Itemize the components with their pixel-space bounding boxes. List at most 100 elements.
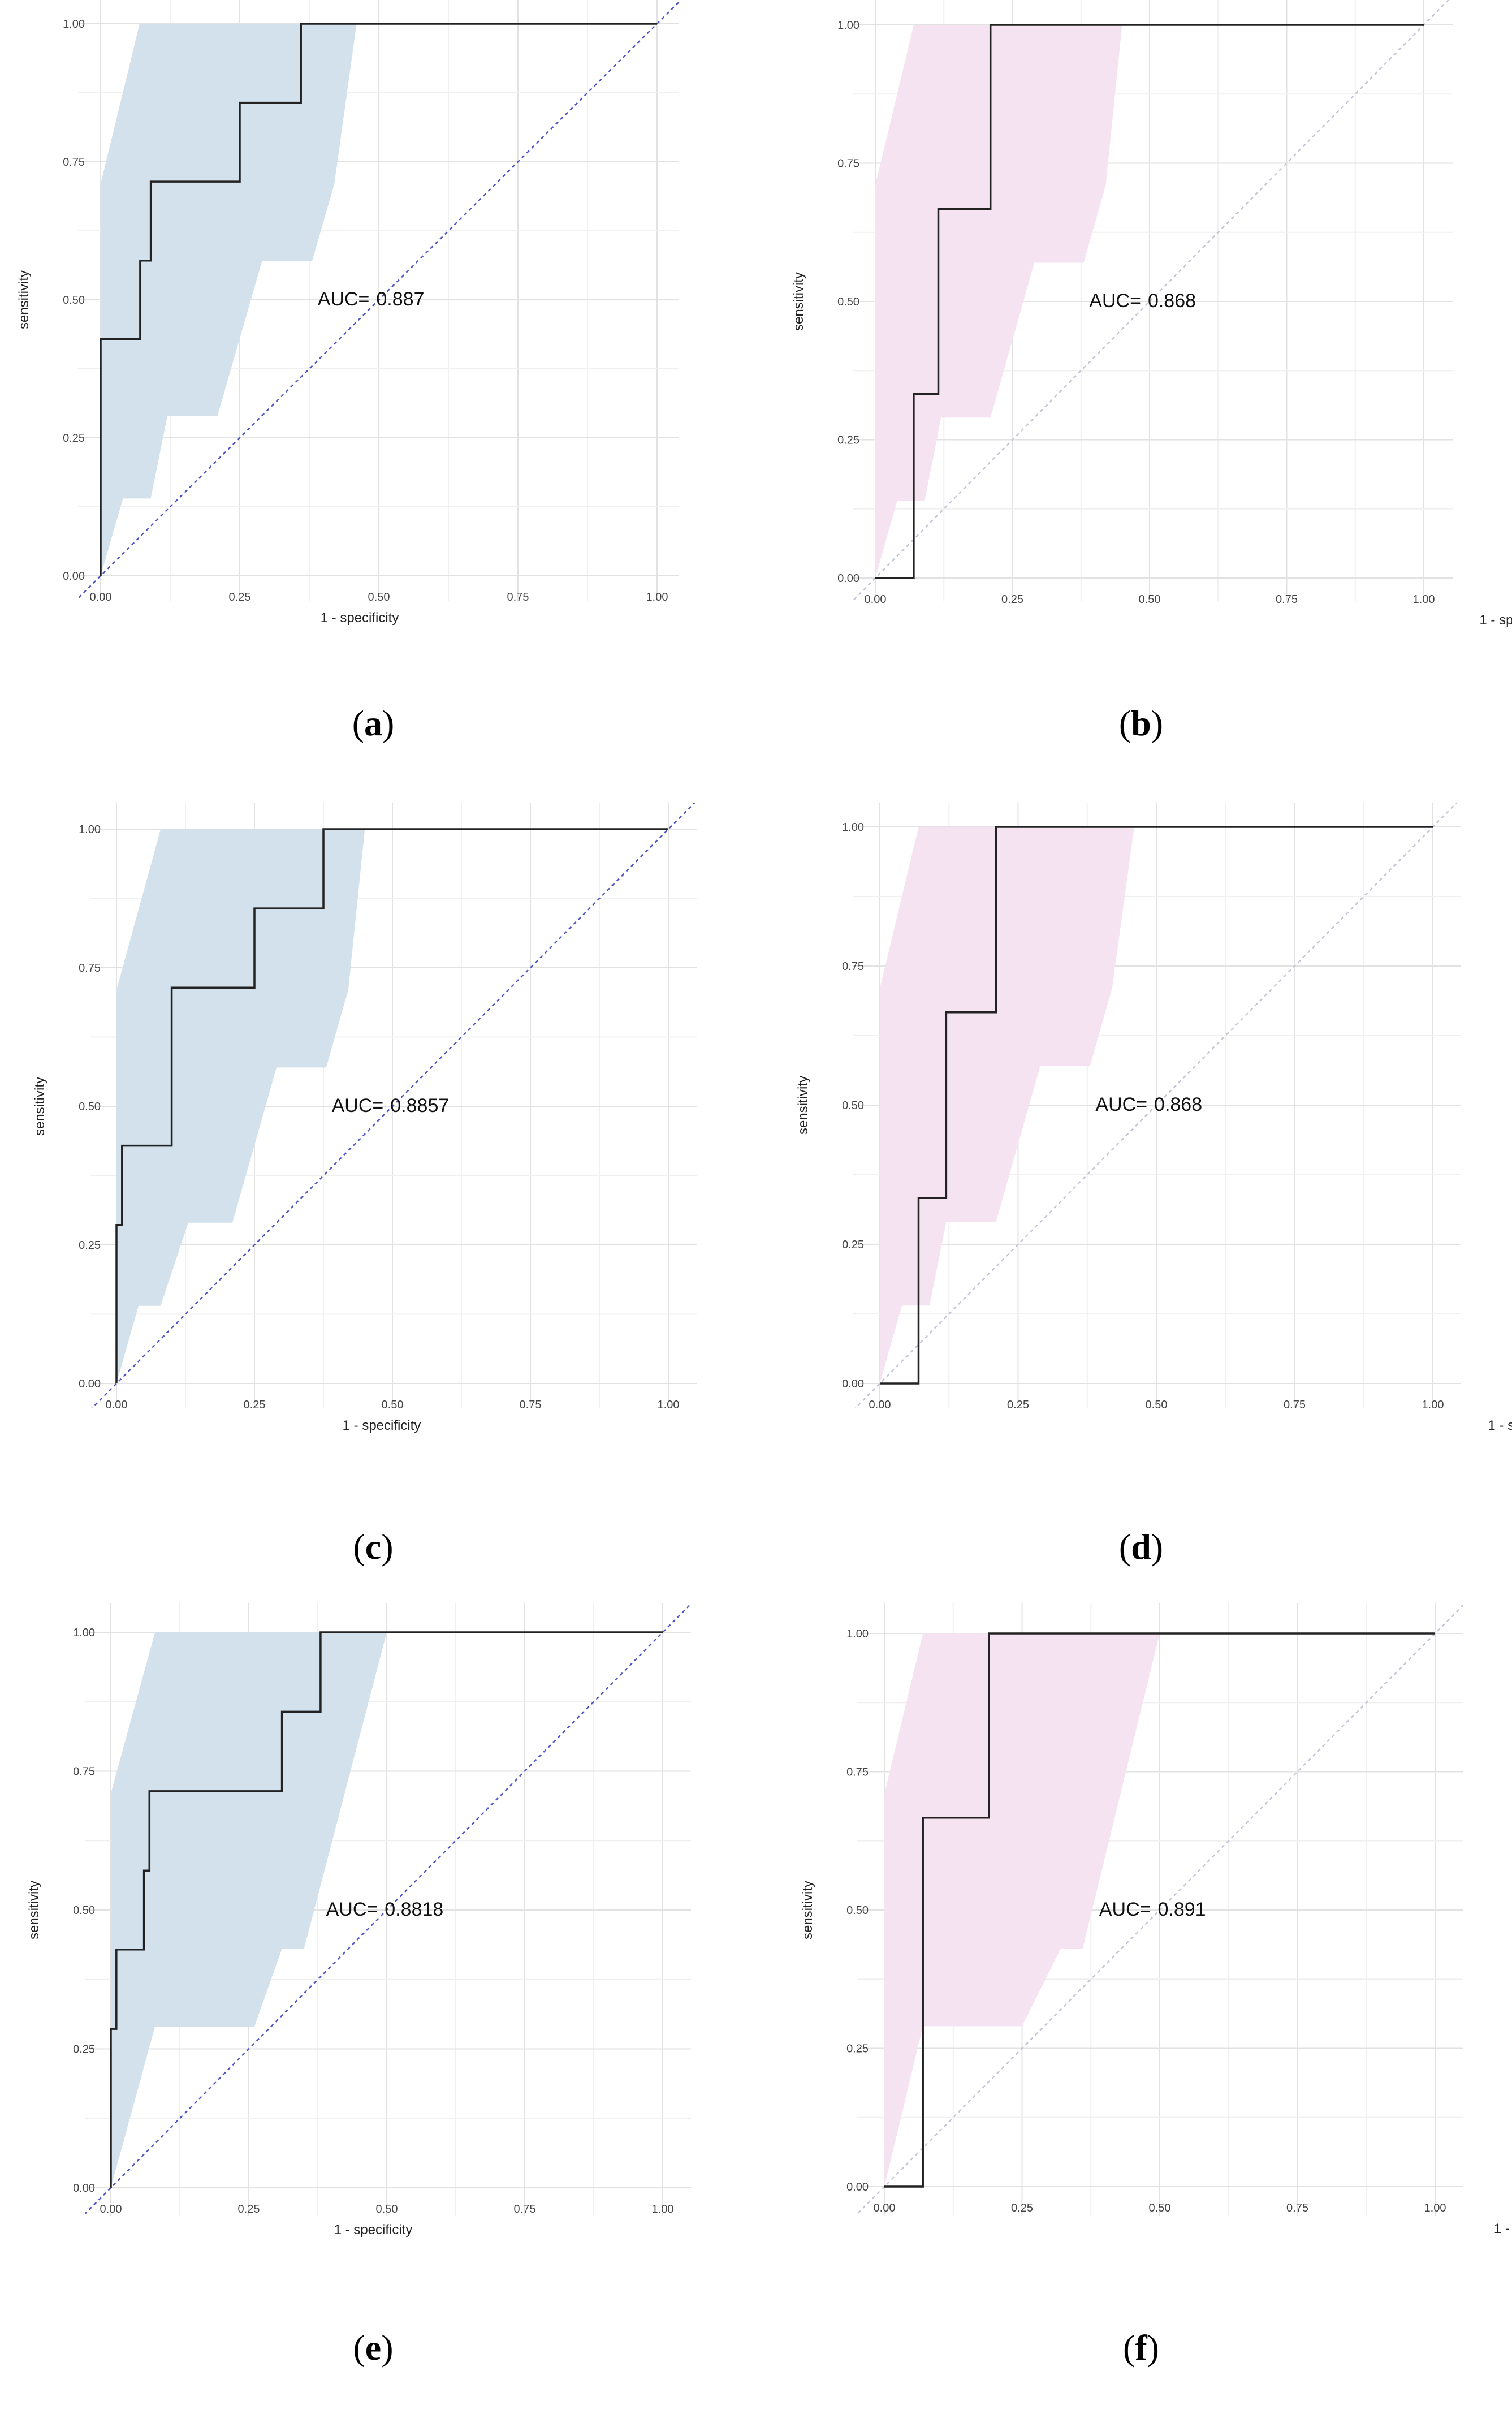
roc-curve [875, 24, 1424, 579]
auc-value: 0.8857 [390, 1095, 449, 1117]
x-axis-title: 1 - specificity [1488, 1418, 1512, 1433]
y-axis-title: sensitivity [32, 1077, 47, 1136]
auc-label: AUC= [326, 1899, 378, 1920]
roc-curve [880, 826, 1433, 1385]
x-tick-label: 0.25 [244, 1399, 266, 1411]
y-tick-label: 0.50 [79, 1101, 101, 1113]
roc-curve [110, 1631, 663, 2188]
caption-paren: ) [382, 703, 394, 743]
panel-caption-f: (f) [1123, 2327, 1159, 2368]
x-axis-title: 1 - specificity [1479, 613, 1512, 628]
panel-caption-b: (b) [1119, 703, 1163, 743]
x-tick-label: 0.00 [869, 1399, 891, 1411]
y-axis-title: sensitivity [16, 270, 32, 329]
auc-label: AUC= [332, 1095, 384, 1117]
plot-area [78, 0, 679, 601]
x-axis-title: 1 - specificity [1494, 2221, 1512, 2236]
plot-area [853, 0, 1453, 601]
y-tick-label: 0.25 [63, 432, 85, 445]
x-tick-label: 0.75 [1284, 1399, 1306, 1411]
x-tick-label: 0.25 [1001, 593, 1023, 606]
auc-value: 0.891 [1158, 1899, 1206, 1920]
x-tick-label: 0.75 [507, 591, 529, 604]
x-tick-label: 0.25 [1011, 2202, 1033, 2214]
confidence-band [875, 25, 1122, 578]
y-axis-title: sensitivity [27, 1881, 42, 1939]
confidence-band [101, 24, 357, 576]
auc-annotation: AUC= 0.8857 [332, 1095, 450, 1117]
roc-curve [884, 1632, 1435, 2188]
confidence-band [880, 827, 1134, 1383]
caption-letter: c [365, 1527, 381, 1567]
caption-letter: d [1131, 1527, 1151, 1567]
x-tick-label: 1.00 [652, 2203, 674, 2215]
y-tick-label: 0.50 [63, 294, 85, 307]
y-tick-label: 1.00 [846, 1628, 869, 1640]
y-tick-label: 0.75 [73, 1766, 95, 1778]
caption-paren: ( [1123, 2327, 1135, 2368]
chance-diagonal [78, 1, 679, 600]
roc-curve [100, 23, 657, 576]
y-tick-label: 0.25 [79, 1239, 101, 1252]
y-tick-label: 0.00 [79, 1378, 101, 1390]
roc-panel-c: 0.00 0.25 0.50 0.75 1.00 0.00 0.25 0.50 0.75 1.00… [32, 803, 697, 1433]
caption-paren: ( [1119, 1527, 1131, 1567]
y-tick-label: 0.25 [842, 1239, 864, 1251]
x-tick-label: 0.00 [874, 2202, 896, 2214]
x-axis-title: 1 - specificity [343, 1418, 421, 1433]
y-axis-title: sensitivity [800, 1881, 815, 1939]
y-tick-label: 0.50 [846, 1904, 869, 1917]
x-tick-label: 0.00 [90, 591, 112, 604]
confidence-band [884, 1633, 1160, 2187]
chance-diagonal [857, 1604, 1463, 2215]
x-axis-title: 1 - specificity [334, 2222, 413, 2238]
caption-letter: b [1131, 703, 1151, 743]
plot-area [857, 1603, 1463, 2216]
confidence-band [116, 829, 365, 1383]
auc-value: 0.887 [376, 288, 424, 310]
x-tick-label: 0.75 [1276, 593, 1298, 606]
x-tick-label: 1.00 [1424, 2202, 1446, 2214]
y-tick-label: 0.50 [837, 296, 859, 308]
caption-letter: f [1135, 2327, 1147, 2368]
plot-area [85, 1603, 691, 2216]
panel-caption-a: (a) [352, 703, 395, 743]
auc-label: AUC= [1095, 1094, 1147, 1115]
y-tick-label: 1.00 [837, 19, 859, 32]
auc-label: AUC= [318, 288, 370, 310]
panel-caption-c: (c) [353, 1527, 393, 1567]
y-tick-label: 0.25 [73, 2044, 95, 2056]
x-axis-title: 1 - specificity [321, 610, 399, 626]
x-tick-label: 1.00 [1413, 593, 1435, 606]
x-tick-label: 0.75 [1286, 2202, 1308, 2214]
x-tick-label: 0.25 [229, 591, 251, 604]
x-tick-label: 1.00 [646, 591, 668, 604]
x-tick-label: 0.50 [1146, 1399, 1168, 1411]
x-tick-label: 0.00 [100, 2203, 122, 2215]
caption-paren: ) [1151, 1527, 1163, 1567]
chance-diagonal [854, 803, 1458, 1408]
x-tick-label: 0.00 [106, 1399, 128, 1411]
y-tick-label: 1.00 [79, 824, 101, 836]
y-tick-label: 0.75 [846, 1766, 869, 1779]
auc-annotation: AUC= 0.887 [318, 288, 425, 310]
caption-paren: ( [353, 1527, 365, 1567]
confidence-band [111, 1632, 387, 2188]
auc-annotation: AUC= 0.868 [1089, 290, 1196, 312]
y-tick-label: 1.00 [842, 821, 864, 834]
x-tick-label: 0.50 [1139, 593, 1161, 606]
roc-panel-f: 0.00 0.25 0.50 0.75 1.00 0.00 0.25 0.50 0.75 1.00… [800, 1603, 1512, 2236]
auc-annotation: AUC= 0.8818 [326, 1899, 444, 1920]
x-tick-label: 0.25 [1007, 1399, 1029, 1411]
auc-annotation: AUC= 0.891 [1099, 1899, 1206, 1920]
panel-caption-e: (e) [353, 2327, 393, 2368]
auc-label: AUC= [1099, 1899, 1151, 1920]
caption-letter: e [365, 2327, 381, 2368]
x-tick-label: 0.00 [865, 593, 887, 606]
x-tick-label: 0.50 [376, 2203, 398, 2215]
x-tick-label: 0.50 [368, 591, 390, 604]
panel-caption-d: (d) [1119, 1527, 1163, 1567]
roc-panel-d: 0.00 0.25 0.50 0.75 1.00 0.00 0.25 0.50 0.75 1.00… [796, 803, 1512, 1433]
roc-panel-b: 0.00 0.25 0.50 0.75 1.00 0.00 0.25 0.50 0.75 1.00… [791, 0, 1512, 628]
